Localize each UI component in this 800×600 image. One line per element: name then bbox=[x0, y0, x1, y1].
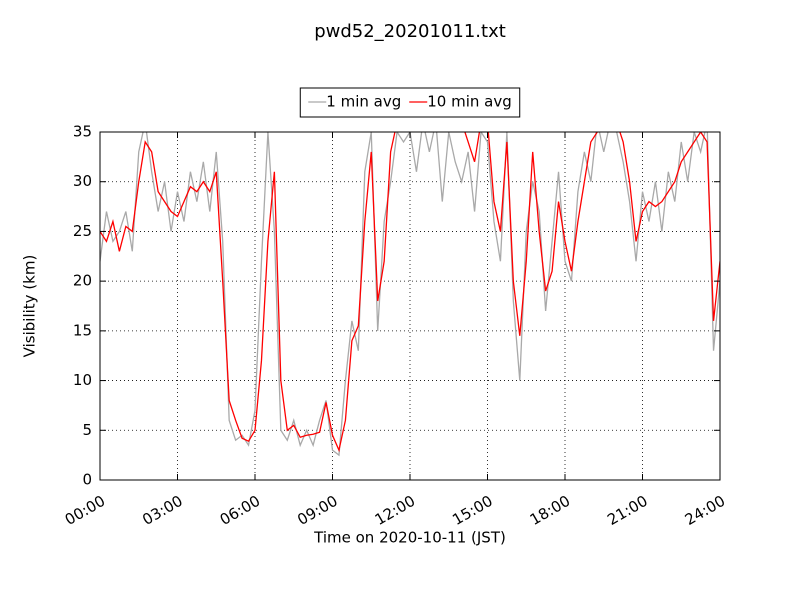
y-tick-label: 5 bbox=[82, 421, 92, 439]
axes: 0 5 10 15 20 25 30 35 00:00 03:00 06:00 09:00 12:00 1… bbox=[62, 123, 728, 529]
x-tick-label: 00:00 bbox=[62, 492, 108, 529]
x-tick-label: 15:00 bbox=[449, 492, 495, 529]
y-tick-label: 15 bbox=[73, 321, 92, 339]
y-tick-label: 10 bbox=[73, 371, 92, 389]
x-tick-label: 06:00 bbox=[217, 492, 263, 529]
series-line bbox=[100, 132, 720, 457]
x-axis-label: Time on 2020-10-11 (JST) bbox=[313, 529, 506, 547]
legend: 1 min avg 10 min avg bbox=[299, 87, 521, 118]
y-tick-label: 25 bbox=[73, 222, 92, 240]
series-line bbox=[100, 132, 720, 453]
y-axis-label: Visibility (km) bbox=[21, 255, 39, 358]
x-tick-label: 09:00 bbox=[294, 492, 340, 529]
legend-label: 10 min avg bbox=[427, 93, 512, 111]
legend-label: 1 min avg bbox=[326, 93, 401, 111]
y-tick-label: 30 bbox=[73, 172, 92, 190]
y-tick-label: 0 bbox=[82, 471, 92, 489]
x-tick-label: 21:00 bbox=[604, 492, 650, 529]
y-tick-label: 20 bbox=[73, 272, 92, 290]
chart-title: pwd52_20201011.txt bbox=[314, 21, 506, 42]
plot-area bbox=[100, 132, 720, 480]
x-tick-label: 24:00 bbox=[682, 492, 728, 529]
y-tick-label: 35 bbox=[73, 123, 92, 141]
x-tick-label: 18:00 bbox=[527, 492, 573, 529]
x-tick-label: 12:00 bbox=[372, 492, 418, 529]
x-tick-label: 03:00 bbox=[139, 492, 185, 529]
